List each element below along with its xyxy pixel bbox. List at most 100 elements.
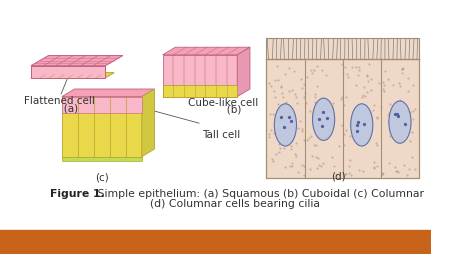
Point xyxy=(405,167,412,171)
Point xyxy=(389,109,396,113)
Point xyxy=(342,128,350,132)
Point xyxy=(327,117,334,122)
Point xyxy=(397,98,404,102)
Point xyxy=(339,72,347,76)
Point xyxy=(378,172,385,176)
Point xyxy=(381,89,388,93)
Point xyxy=(384,113,392,117)
Point xyxy=(298,163,305,167)
Point xyxy=(359,169,366,173)
Point xyxy=(409,117,417,122)
Point xyxy=(367,88,375,92)
Point xyxy=(401,122,409,126)
Point xyxy=(278,91,285,95)
Point xyxy=(373,143,381,147)
Text: Tall cell: Tall cell xyxy=(202,130,240,140)
Point xyxy=(309,113,317,117)
Point xyxy=(285,66,293,70)
Point xyxy=(301,91,309,95)
Point xyxy=(394,114,401,118)
Point xyxy=(397,120,405,125)
Point xyxy=(365,78,372,83)
Point xyxy=(400,115,408,120)
Point xyxy=(342,172,349,176)
Point xyxy=(382,69,389,73)
Point xyxy=(386,102,394,107)
Point xyxy=(409,109,417,113)
Point xyxy=(301,164,308,168)
Point xyxy=(273,64,281,68)
Point xyxy=(285,122,293,126)
Point xyxy=(371,165,378,169)
Point xyxy=(409,82,417,87)
Point xyxy=(353,129,361,134)
Point xyxy=(344,75,352,79)
Point xyxy=(292,94,300,99)
Point xyxy=(398,137,406,142)
Point xyxy=(275,150,283,154)
Polygon shape xyxy=(142,89,155,157)
Point xyxy=(379,80,387,84)
Point xyxy=(281,125,288,130)
Point xyxy=(282,99,290,104)
Point xyxy=(312,142,320,147)
Point xyxy=(282,165,289,169)
Point xyxy=(313,64,320,68)
Point xyxy=(335,144,342,148)
Point xyxy=(290,131,297,135)
Point xyxy=(308,70,316,75)
Point xyxy=(338,122,346,127)
Point xyxy=(265,135,273,139)
Point xyxy=(361,136,368,140)
Polygon shape xyxy=(62,97,142,157)
Point xyxy=(406,139,413,143)
Point xyxy=(300,82,307,86)
Point xyxy=(300,95,307,99)
Point xyxy=(403,173,410,177)
Point xyxy=(306,167,313,171)
Point xyxy=(292,154,300,159)
Point xyxy=(288,147,295,151)
Point xyxy=(362,104,369,109)
Point xyxy=(380,171,387,175)
Polygon shape xyxy=(62,89,155,97)
Point xyxy=(298,129,306,134)
Point xyxy=(361,121,368,126)
Point xyxy=(391,165,399,169)
Point xyxy=(406,110,414,114)
Point xyxy=(319,68,326,72)
Polygon shape xyxy=(163,55,237,97)
Text: Simple epithelium: (a) Squamous (b) Cuboidal (c) Columnar: Simple epithelium: (a) Squamous (b) Cubo… xyxy=(94,189,424,199)
Point xyxy=(375,81,383,85)
Polygon shape xyxy=(62,157,142,161)
Point xyxy=(289,164,296,168)
Point xyxy=(404,76,412,80)
Point xyxy=(268,157,276,161)
Point xyxy=(385,111,392,115)
Point xyxy=(279,95,286,99)
Point xyxy=(310,68,318,72)
Point xyxy=(398,121,406,125)
Point xyxy=(385,161,392,165)
Point xyxy=(307,68,314,72)
Point xyxy=(338,62,346,66)
Point xyxy=(355,141,363,145)
Point xyxy=(357,114,365,118)
Point xyxy=(270,159,277,163)
Point xyxy=(312,155,319,159)
Point xyxy=(360,85,368,89)
Point xyxy=(277,85,284,89)
Point xyxy=(369,108,377,112)
Point xyxy=(340,103,348,107)
Point xyxy=(313,84,320,88)
Point xyxy=(288,161,296,165)
Point xyxy=(373,115,381,119)
Point xyxy=(323,116,330,120)
Point xyxy=(363,74,371,78)
Point xyxy=(298,77,305,81)
Point xyxy=(361,94,369,98)
Point xyxy=(363,90,371,94)
Point xyxy=(294,170,301,174)
Bar xyxy=(266,38,419,178)
Point xyxy=(337,97,345,101)
